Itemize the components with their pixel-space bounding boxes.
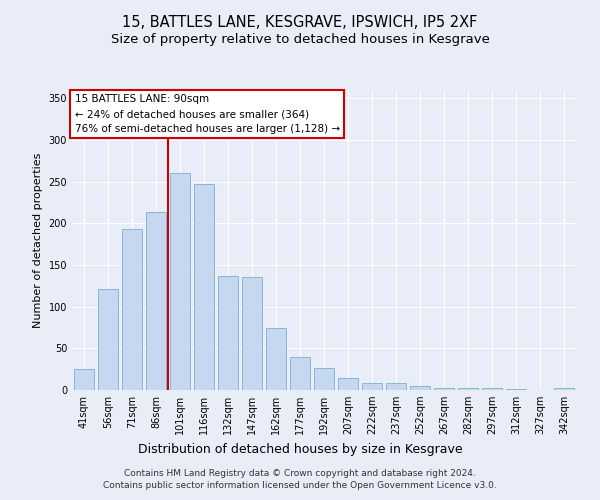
Bar xyxy=(98,289,118,390)
Text: Contains public sector information licensed under the Open Government Licence v3: Contains public sector information licen… xyxy=(103,481,497,490)
Bar xyxy=(290,356,310,390)
Bar xyxy=(506,389,526,390)
Bar xyxy=(386,384,406,390)
Bar xyxy=(122,229,142,390)
Bar xyxy=(218,276,238,390)
Bar xyxy=(482,388,502,390)
Bar xyxy=(242,276,262,390)
Text: 15 BATTLES LANE: 90sqm
← 24% of detached houses are smaller (364)
76% of semi-de: 15 BATTLES LANE: 90sqm ← 24% of detached… xyxy=(74,94,340,134)
Bar xyxy=(458,388,478,390)
Bar xyxy=(338,378,358,390)
Bar xyxy=(554,388,574,390)
Bar xyxy=(362,382,382,390)
Text: Distribution of detached houses by size in Kesgrave: Distribution of detached houses by size … xyxy=(137,442,463,456)
Bar xyxy=(314,368,334,390)
Bar xyxy=(194,184,214,390)
Y-axis label: Number of detached properties: Number of detached properties xyxy=(33,152,43,328)
Bar xyxy=(434,388,454,390)
Text: Size of property relative to detached houses in Kesgrave: Size of property relative to detached ho… xyxy=(110,32,490,46)
Text: Contains HM Land Registry data © Crown copyright and database right 2024.: Contains HM Land Registry data © Crown c… xyxy=(124,468,476,477)
Bar xyxy=(170,174,190,390)
Bar xyxy=(410,386,430,390)
Bar xyxy=(146,212,166,390)
Text: 15, BATTLES LANE, KESGRAVE, IPSWICH, IP5 2XF: 15, BATTLES LANE, KESGRAVE, IPSWICH, IP5… xyxy=(122,15,478,30)
Bar xyxy=(266,328,286,390)
Bar xyxy=(74,369,94,390)
